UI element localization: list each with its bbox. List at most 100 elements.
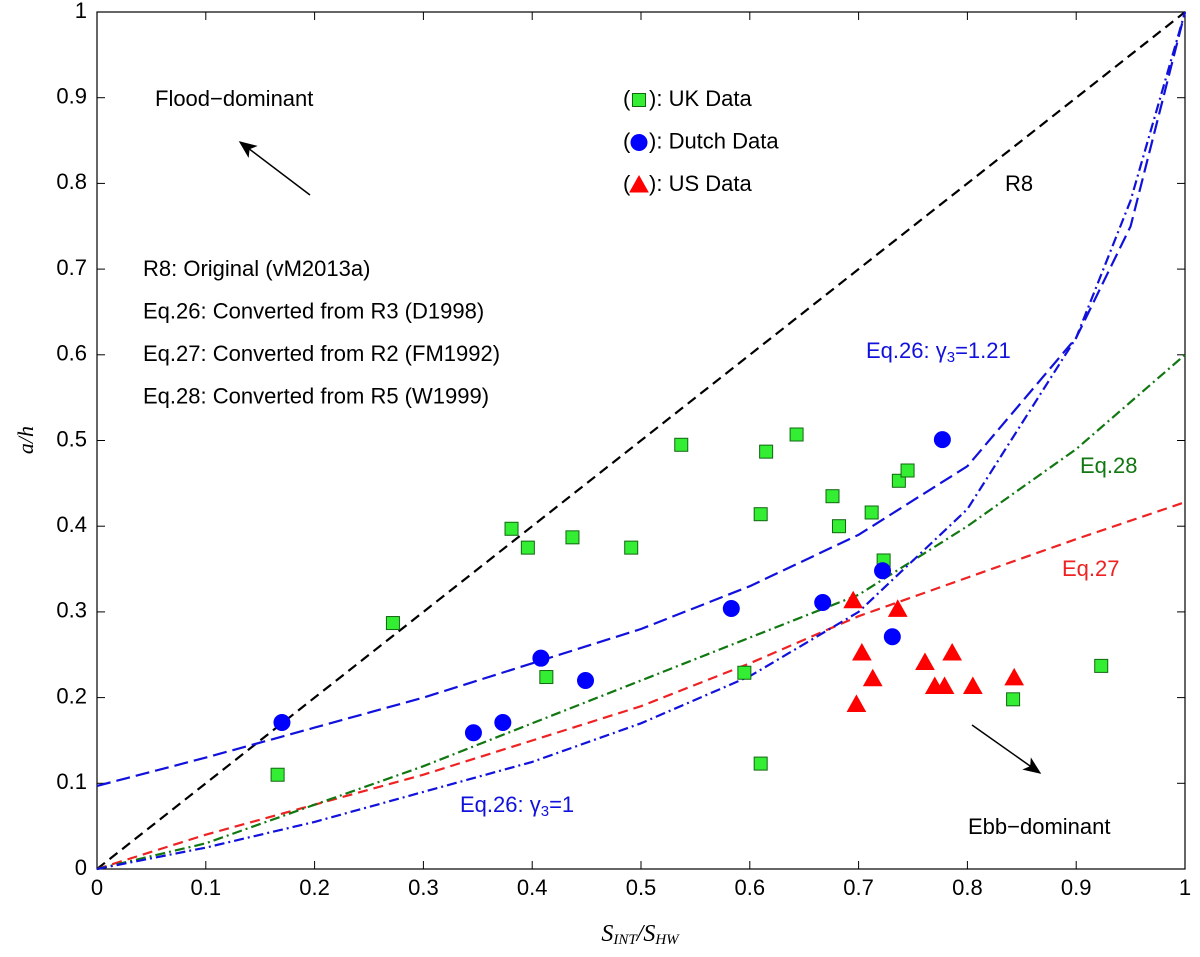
legend-bracket: ): xyxy=(649,128,669,153)
ebb-arrow xyxy=(971,724,1042,774)
annotation-part: Eq.28 xyxy=(1080,453,1138,478)
note: Eq.28: Converted from R5 (W1999) xyxy=(143,383,489,408)
curve xyxy=(96,11,1187,787)
y-tick-label: 1 xyxy=(75,0,87,23)
square-point xyxy=(753,756,768,771)
triangle-point xyxy=(846,694,867,712)
x-axis-label-sub: HW xyxy=(654,932,680,948)
square-point xyxy=(520,540,535,555)
x-tick-label: 0.2 xyxy=(299,875,330,900)
x-tick-label: 0.4 xyxy=(517,875,548,900)
x-axis-label-sub: INT xyxy=(612,932,638,948)
legend-bracket: ( xyxy=(623,128,631,153)
square-point xyxy=(864,505,879,520)
circle-point xyxy=(273,713,291,731)
square-point xyxy=(737,665,752,680)
square-point xyxy=(825,489,840,504)
note: R8: Original (vM2013a) xyxy=(143,256,370,281)
annotation-part: =1.21 xyxy=(955,338,1011,363)
square-point xyxy=(789,427,804,442)
annotation-part: R8 xyxy=(1005,171,1033,196)
curve xyxy=(96,501,1186,871)
annotation: Flood−dominant xyxy=(155,86,313,111)
square-point xyxy=(900,463,915,478)
circle-point xyxy=(494,713,512,731)
triangle-point xyxy=(862,668,883,687)
square-point xyxy=(832,519,847,534)
y-tick-label: 0.8 xyxy=(56,169,87,194)
annotation-part: Eq.27 xyxy=(1062,556,1120,581)
y-axis-label: a/h xyxy=(13,426,38,454)
annotation: Eq.26: γ3=1.21 xyxy=(866,338,1011,366)
annotation-part: Eq.26: γ xyxy=(866,338,947,363)
triangle-point xyxy=(942,643,963,661)
curve xyxy=(96,11,1187,871)
triangle-point xyxy=(887,599,908,617)
annotation-part: 3 xyxy=(947,349,955,366)
annotation: R8 xyxy=(1005,171,1033,196)
x-tick-label: 0.1 xyxy=(191,875,222,900)
legend-name: UK Data xyxy=(669,86,753,111)
legend-marker xyxy=(632,93,646,107)
square-point xyxy=(539,670,554,685)
y-tick-label: 0.7 xyxy=(56,255,87,280)
circle-point xyxy=(577,671,595,689)
x-tick-label: 0.5 xyxy=(626,875,657,900)
square-point xyxy=(1094,658,1109,673)
legend-bracket: ): xyxy=(649,86,669,111)
x-axis-label-part: /S xyxy=(635,921,656,947)
square-point xyxy=(759,444,774,459)
legend-name: Dutch Data xyxy=(669,128,780,153)
annotation: Eq.28 xyxy=(1080,453,1138,478)
annotation-part: =1 xyxy=(549,792,574,817)
y-tick-label: 0.1 xyxy=(56,769,87,794)
triangle-point xyxy=(1004,667,1025,686)
triangle-point xyxy=(915,652,935,670)
legend-name: US Data xyxy=(669,171,753,196)
flood-arrow xyxy=(238,141,311,196)
x-tick-label: 0.6 xyxy=(735,875,766,900)
x-tick-label: 0.7 xyxy=(843,875,874,900)
x-axis-label: SINT/SHW xyxy=(601,921,680,949)
annotation-part: Flood−dominant xyxy=(155,86,313,111)
circle-point xyxy=(814,593,832,611)
note: Eq.27: Converted from R2 (FM1992) xyxy=(143,341,500,366)
x-axis-label-part: S xyxy=(601,921,613,947)
legend-bracket: ( xyxy=(623,171,631,196)
square-point xyxy=(624,540,639,555)
square-point xyxy=(674,437,689,452)
square-point xyxy=(753,507,768,522)
legend-bracket: ): xyxy=(649,171,669,196)
annotation: Eq.26: γ3=1 xyxy=(460,792,574,820)
triangle-point xyxy=(843,590,864,609)
square-point xyxy=(1006,692,1021,707)
x-tick-label: 0 xyxy=(91,875,103,900)
curve xyxy=(96,353,1186,871)
circle-point xyxy=(933,431,951,449)
circle-point xyxy=(874,562,892,580)
circle-point xyxy=(464,724,482,742)
legend-label: ): UK Data xyxy=(649,86,752,111)
x-tick-label: 0.3 xyxy=(408,875,439,900)
x-tick-label: 0.9 xyxy=(1061,875,1092,900)
x-tick-label: 0.8 xyxy=(952,875,983,900)
annotation-part: Ebb−dominant xyxy=(968,814,1111,839)
legend-label: ): Dutch Data xyxy=(649,128,779,153)
x-tick-label: 1 xyxy=(1179,875,1191,900)
square-point xyxy=(385,616,400,631)
annotation: Ebb−dominant xyxy=(968,814,1111,839)
triangle-point xyxy=(962,676,983,694)
legend-marker xyxy=(630,134,648,151)
legend-marker xyxy=(629,174,649,193)
y-tick-label: 0.6 xyxy=(56,341,87,366)
note: Eq.26: Converted from R3 (D1998) xyxy=(143,298,484,323)
annotation: Eq.27 xyxy=(1062,556,1120,581)
y-tick-label: 0 xyxy=(75,855,87,880)
legend-bracket: ( xyxy=(623,86,631,111)
square-point xyxy=(504,521,519,536)
circle-point xyxy=(532,649,550,667)
circle-point xyxy=(722,599,740,617)
y-tick-label: 0.4 xyxy=(56,512,87,537)
